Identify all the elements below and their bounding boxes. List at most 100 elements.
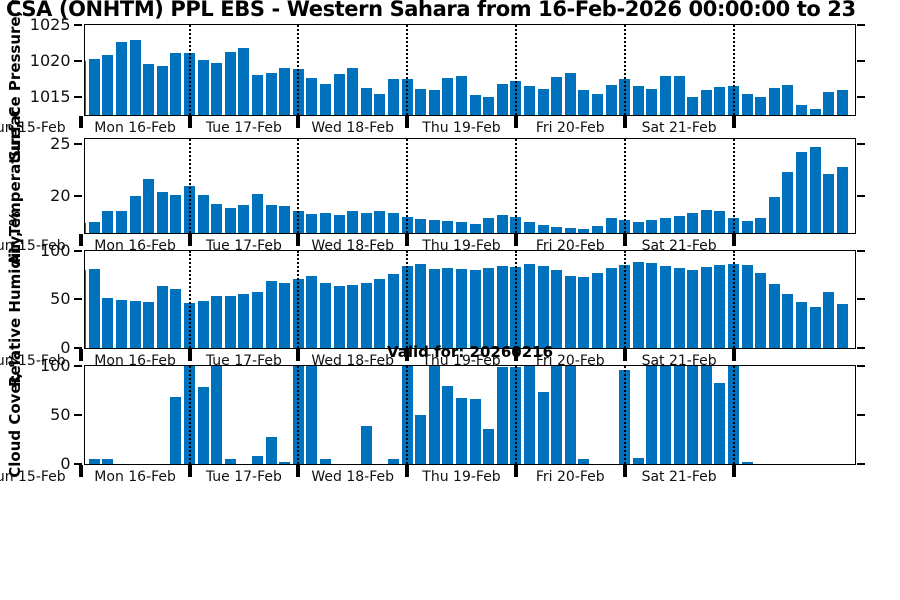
day-gridline bbox=[623, 365, 626, 464]
y-tick-mark bbox=[856, 194, 865, 197]
day-gridline bbox=[297, 24, 300, 115]
bar bbox=[456, 268, 467, 348]
y-tick-label: 25 bbox=[50, 133, 71, 153]
x-tick-label: Sun 15-Feb bbox=[0, 468, 66, 485]
bar bbox=[564, 275, 576, 348]
bar bbox=[496, 266, 508, 348]
bar bbox=[88, 458, 100, 464]
bar bbox=[768, 197, 780, 233]
bar bbox=[796, 105, 807, 115]
x-tick-label: Tue 17-Feb bbox=[205, 468, 282, 485]
day-gridline bbox=[623, 138, 626, 233]
bar bbox=[809, 146, 821, 233]
y-tick-label: 0 bbox=[60, 337, 71, 357]
bar bbox=[102, 298, 114, 348]
bar bbox=[156, 191, 168, 233]
bar bbox=[428, 365, 440, 464]
bar bbox=[673, 267, 685, 348]
y-tick-label: 20 bbox=[50, 185, 71, 205]
bar bbox=[306, 77, 318, 115]
bar bbox=[442, 221, 454, 233]
y-tick-mark bbox=[856, 298, 865, 300]
bar bbox=[496, 367, 508, 464]
bar bbox=[823, 292, 835, 348]
bar bbox=[360, 426, 372, 464]
bar bbox=[673, 365, 685, 464]
bar bbox=[605, 84, 617, 115]
day-gridline bbox=[297, 365, 300, 464]
bar bbox=[415, 88, 427, 115]
x-tick-label: Tue 17-Feb bbox=[205, 119, 282, 136]
day-tick-mark bbox=[296, 348, 301, 361]
bar bbox=[714, 210, 726, 233]
bar bbox=[741, 94, 753, 115]
bar bbox=[238, 48, 250, 115]
bar bbox=[388, 79, 399, 115]
bar bbox=[578, 90, 590, 115]
bar bbox=[428, 268, 440, 348]
bar bbox=[211, 365, 223, 464]
y-tick-mark bbox=[73, 23, 82, 26]
y-tick-mark bbox=[73, 462, 82, 465]
bar bbox=[320, 282, 331, 348]
y-tick-mark bbox=[856, 95, 865, 98]
day-tick-mark bbox=[187, 348, 192, 361]
day-tick-mark bbox=[731, 464, 736, 477]
day-tick-mark bbox=[405, 115, 410, 128]
day-tick-mark bbox=[78, 464, 83, 477]
subplot-cloud-cover: 0 50 100 Sun 15-Feb Mon 16-Feb Tue 17-Feb Wed … bbox=[0, 356, 865, 485]
bar bbox=[143, 301, 155, 348]
day-gridline bbox=[188, 24, 191, 115]
bar bbox=[224, 458, 236, 464]
bar bbox=[768, 284, 780, 348]
bar bbox=[197, 300, 209, 348]
bar bbox=[700, 365, 712, 464]
bar bbox=[700, 209, 712, 233]
bar bbox=[687, 365, 699, 464]
bar bbox=[320, 458, 331, 464]
bar bbox=[156, 286, 168, 348]
bar bbox=[388, 458, 399, 464]
bar bbox=[374, 210, 386, 233]
bar bbox=[211, 204, 223, 233]
bar bbox=[578, 229, 590, 233]
day-tick-mark bbox=[513, 115, 518, 128]
y-tick-mark bbox=[73, 95, 82, 98]
bar bbox=[646, 365, 658, 464]
bar bbox=[265, 280, 277, 348]
y-tick-mark bbox=[856, 364, 865, 367]
day-gridline bbox=[406, 250, 409, 348]
day-tick-mark bbox=[405, 348, 410, 361]
x-tick-label: Mon 16-Feb bbox=[94, 468, 176, 485]
day-tick-mark bbox=[513, 464, 518, 477]
bar bbox=[116, 41, 127, 115]
bar bbox=[333, 286, 345, 348]
bar bbox=[469, 398, 481, 464]
bar bbox=[605, 217, 617, 233]
bar bbox=[741, 221, 753, 233]
bar bbox=[442, 267, 454, 348]
bar bbox=[578, 458, 590, 464]
plot-area-surface-pressure bbox=[84, 24, 855, 115]
bar bbox=[700, 267, 712, 348]
day-tick-mark bbox=[78, 348, 83, 361]
bar bbox=[483, 96, 495, 115]
bar bbox=[415, 414, 427, 464]
y-tick-mark bbox=[73, 346, 82, 349]
bar bbox=[836, 90, 848, 115]
day-gridline bbox=[514, 138, 517, 233]
bar bbox=[102, 54, 114, 115]
bar bbox=[524, 85, 535, 115]
bar bbox=[646, 263, 658, 348]
bar bbox=[279, 68, 291, 115]
bar bbox=[428, 219, 440, 233]
day-tick-mark bbox=[405, 464, 410, 477]
x-tick-label: Wed 18-Feb bbox=[311, 119, 394, 136]
bar bbox=[211, 63, 223, 115]
day-tick-mark bbox=[622, 464, 627, 477]
bar bbox=[823, 174, 835, 233]
bar bbox=[415, 218, 427, 233]
bar bbox=[660, 365, 671, 464]
bar bbox=[143, 179, 155, 233]
